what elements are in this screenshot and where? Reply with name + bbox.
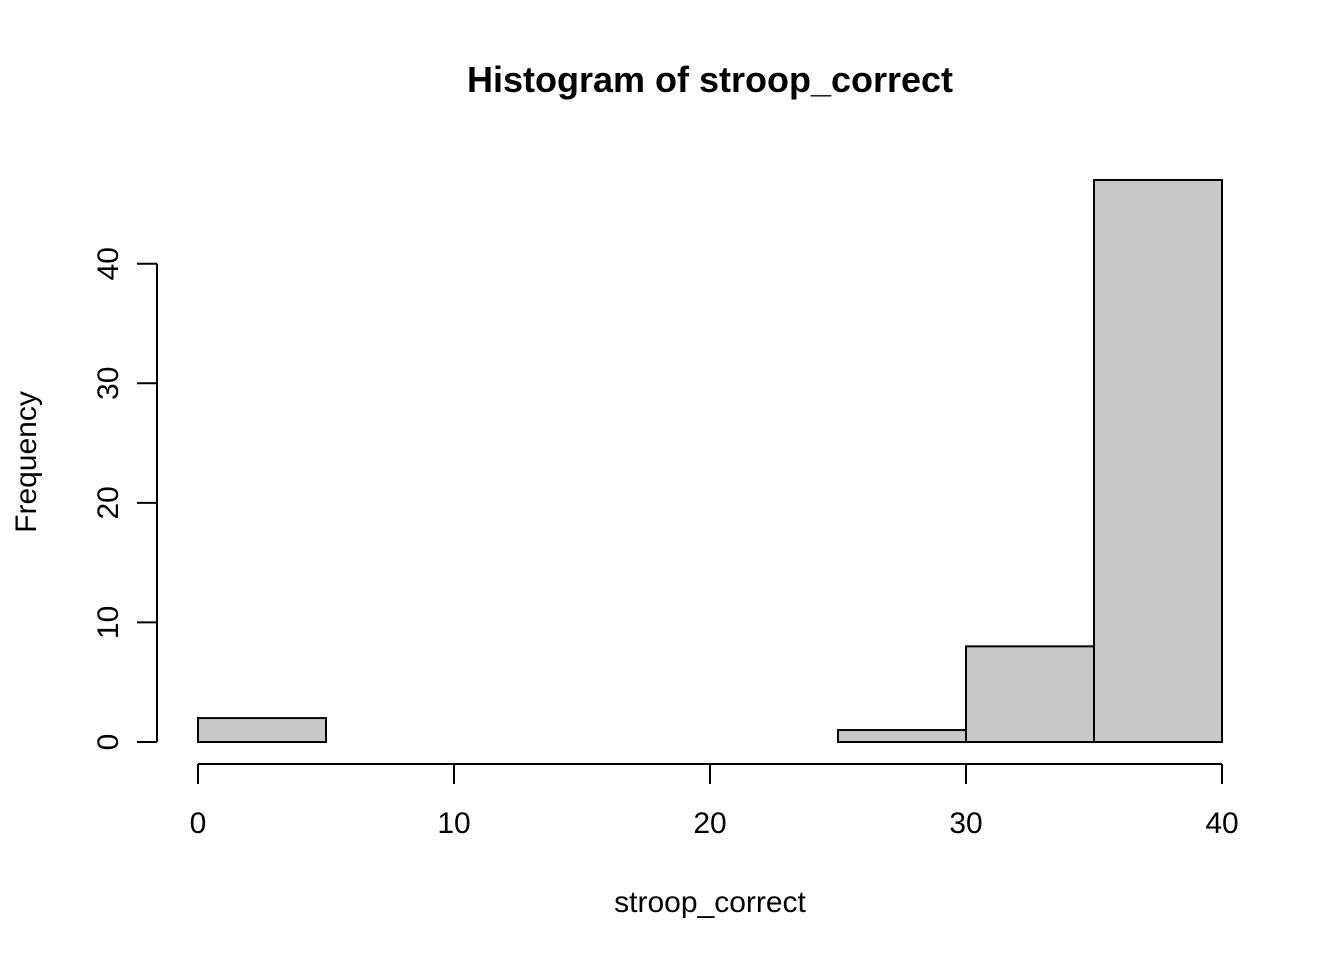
x-tick-label: 20	[693, 807, 726, 840]
histogram-bars	[197, 179, 1223, 744]
chart-title: Histogram of stroop_correct	[467, 59, 953, 100]
y-tick-label: 20	[92, 486, 125, 519]
x-tick-label: 30	[949, 807, 982, 840]
histogram-bar-5	[837, 729, 967, 743]
y-axis: 0 10 20 30 40	[92, 247, 158, 751]
y-tick-label: 10	[92, 606, 125, 639]
x-tick-label: 10	[437, 807, 470, 840]
y-tick-label: 0	[92, 734, 125, 751]
x-tick-label: 0	[190, 807, 207, 840]
x-tick-label: 40	[1205, 807, 1238, 840]
histogram-bar-6	[965, 645, 1095, 744]
x-axis-label: stroop_correct	[614, 886, 806, 919]
histogram-bar-7	[1093, 179, 1223, 743]
histogram-bar-0	[197, 717, 327, 743]
y-tick-label: 40	[92, 247, 125, 280]
y-tick-label: 30	[92, 367, 125, 400]
x-axis: 0 10 20 30 40	[190, 763, 1239, 840]
y-axis-label: Frequency	[10, 391, 43, 533]
